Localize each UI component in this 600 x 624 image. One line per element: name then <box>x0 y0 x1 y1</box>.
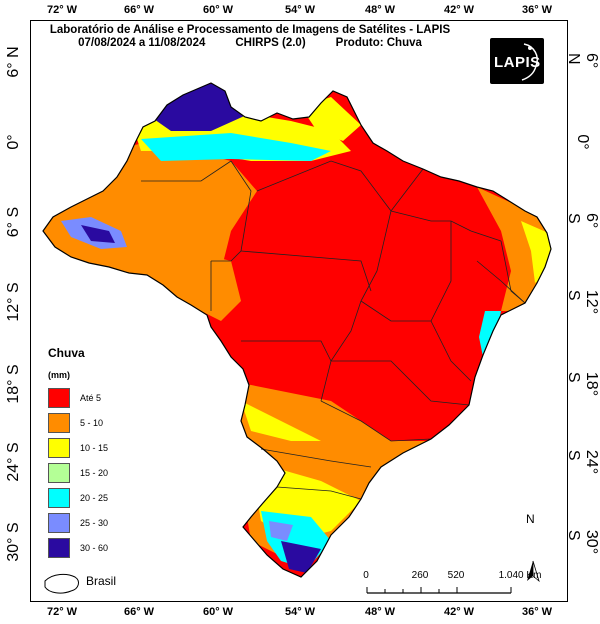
legend-unit: (mm) <box>48 370 70 380</box>
class-10-15-area <box>241 401 321 441</box>
brasil-outline-icon <box>44 573 79 594</box>
lat-tick: 0° <box>5 134 22 150</box>
lat-tick: 18° S <box>565 371 600 397</box>
title-line-1: Laboratório de Análise e Processamento d… <box>49 24 451 36</box>
lat-tick: 24° S <box>565 449 600 475</box>
legend-label: 20 - 25 <box>80 493 109 503</box>
lat-tick: 12° S <box>565 289 600 315</box>
legend-swatch <box>48 513 70 533</box>
lat-tick: 30° S <box>565 529 600 555</box>
legend-swatch <box>48 538 70 558</box>
class-20-25-area <box>141 133 331 161</box>
lat-tick: 6° S <box>5 206 22 238</box>
lat-tick: 0° <box>574 134 591 150</box>
legend-swatch <box>48 413 70 433</box>
lat-tick: 24° S <box>5 442 22 482</box>
legend-swatch <box>48 488 70 508</box>
legend-item: 10 - 15 <box>48 438 108 458</box>
lat-tick: 6° N <box>565 53 600 69</box>
legend-item: 15 - 20 <box>48 463 108 483</box>
legend-swatch <box>48 463 70 483</box>
legend-swatch <box>48 388 70 408</box>
lat-tick: 6° N <box>5 46 22 78</box>
lon-tick: 42° W <box>443 4 475 16</box>
class-20-25-area <box>479 311 501 357</box>
scale-label: 520 <box>447 570 465 581</box>
lon-tick: 72° W <box>46 606 78 618</box>
lapis-logo: LAPIS <box>490 38 544 84</box>
legend-label: 30 - 60 <box>80 543 109 553</box>
title-dataset: CHIRPS (2.0) <box>235 37 306 49</box>
lon-tick: 36° W <box>521 4 553 16</box>
lon-tick: 54° W <box>284 606 316 618</box>
lat-tick: 18° S <box>5 364 22 404</box>
legend-item: 5 - 10 <box>48 413 103 433</box>
class-25-30-area <box>269 521 293 541</box>
logo-text: LAPIS <box>494 54 541 71</box>
lat-tick: 12° S <box>5 282 22 322</box>
north-arrow-icon <box>527 560 540 583</box>
scale-label: 260 <box>411 570 429 581</box>
state-borders <box>141 160 526 500</box>
class-30-60-area <box>281 541 321 573</box>
rainfall-fill <box>43 83 551 577</box>
legend-item: 30 - 60 <box>48 538 108 558</box>
lon-tick: 60° W <box>202 606 234 618</box>
legend-title: Chuva <box>48 346 85 360</box>
north-label: N <box>526 512 535 526</box>
legend-label: 25 - 30 <box>80 518 109 528</box>
brazil-outline <box>42 82 552 578</box>
map-title: Laboratório de Análise e Processamento d… <box>30 24 470 50</box>
legend-item: 20 - 25 <box>48 488 108 508</box>
lon-tick: 36° W <box>521 606 553 618</box>
lon-tick: 72° W <box>46 4 78 16</box>
lat-tick: 6° S <box>565 213 600 229</box>
lon-tick: 60° W <box>202 4 234 16</box>
title-product: Produto: Chuva <box>335 37 422 49</box>
brasil-legend-label: Brasil <box>86 574 117 588</box>
title-line-2: 07/08/2024 a 11/08/2024 CHIRPS (2.0) Pro… <box>30 37 470 50</box>
lon-tick: 48° W <box>364 606 396 618</box>
class-5-10-area <box>191 251 241 321</box>
legend-item: Até 5 <box>48 388 101 408</box>
lon-tick: 48° W <box>364 4 396 16</box>
class-5-10-area <box>477 187 551 311</box>
scale-label: 1.040 Km <box>498 570 542 581</box>
scale-label: 0 <box>363 570 369 581</box>
scale-bar <box>366 587 512 594</box>
title-period: 07/08/2024 a 11/08/2024 <box>78 37 206 49</box>
legend-label: 10 - 15 <box>80 443 109 453</box>
legend-item: 25 - 30 <box>48 513 108 533</box>
lon-tick: 42° W <box>443 606 475 618</box>
legend-label: Até 5 <box>80 393 102 403</box>
map-frame <box>30 20 568 602</box>
legend-swatch <box>48 438 70 458</box>
lat-tick: 30° S <box>5 522 22 562</box>
legend-label: 5 - 10 <box>80 418 104 428</box>
lon-tick: 66° W <box>123 606 155 618</box>
legend-label: 15 - 20 <box>80 468 109 478</box>
lon-tick: 54° W <box>284 4 316 16</box>
satellite-icon <box>521 43 538 81</box>
class-30-60-area <box>81 225 115 243</box>
rainfall-map <box>42 82 552 594</box>
lon-tick: 66° W <box>123 4 155 16</box>
